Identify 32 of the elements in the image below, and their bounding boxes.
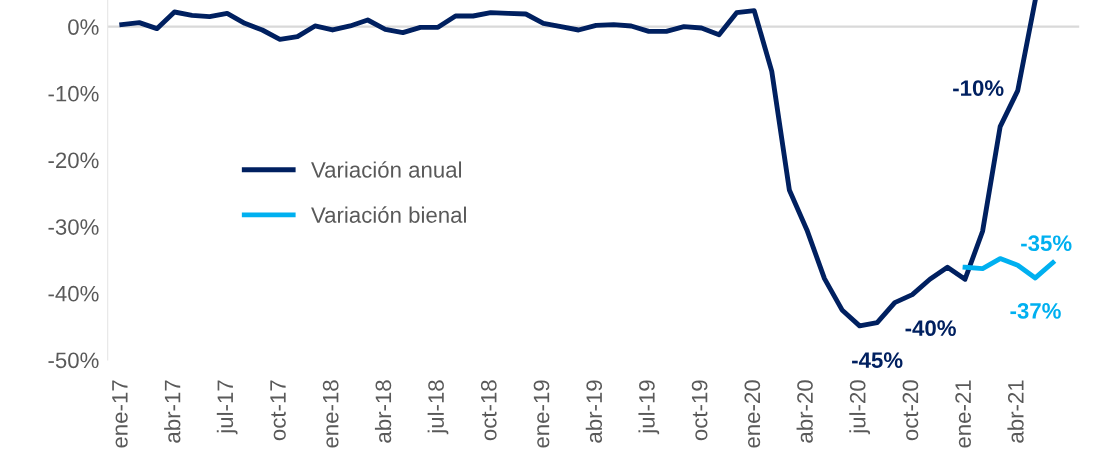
y-tick-label: 0%: [68, 19, 99, 35]
x-tick-label: abr-20: [796, 380, 813, 443]
legend-label: Variación anual: [311, 161, 462, 178]
x-tick-label: ene-20: [744, 380, 761, 448]
y-tick-label: -10%: [48, 85, 99, 102]
x-tick-label: jul-19: [638, 380, 660, 435]
x-tick-label: abr-19: [585, 380, 603, 443]
x-tick-label: oct-19: [691, 380, 708, 441]
y-tick-label: -30%: [48, 219, 99, 235]
x-tick-label: oct-17: [270, 380, 286, 441]
annotation: -37%: [1010, 302, 1061, 319]
annotation: -35%: [1021, 235, 1072, 252]
x-tick-label: jul-20: [849, 380, 870, 435]
annotation: -45%: [852, 352, 903, 369]
y-tick-label: -50%: [48, 352, 99, 369]
annotation: -40%: [905, 320, 956, 336]
x-tick-label: ene-21: [955, 380, 971, 448]
x-tick-label: ene-19: [533, 380, 550, 448]
line-series: [962, 256, 1056, 281]
x-tick-label: ene-18: [322, 380, 339, 448]
x-tick-label: abr-18: [374, 380, 392, 443]
x-tick-label: abr-17: [164, 380, 181, 443]
x-tick-label: jul-17: [216, 380, 238, 435]
legend-label: Variación bienal: [311, 206, 466, 223]
x-tick-label: jul-18: [427, 380, 449, 435]
annotation: -10%: [953, 80, 1004, 96]
x-tick-label: abr-21: [1007, 380, 1024, 443]
y-tick-label: -20%: [48, 152, 99, 169]
x-tick-label: oct-18: [480, 380, 497, 441]
y-tick-label: -40%: [48, 285, 99, 302]
x-tick-label: ene-17: [112, 380, 128, 448]
x-tick-label: oct-20: [902, 380, 919, 441]
